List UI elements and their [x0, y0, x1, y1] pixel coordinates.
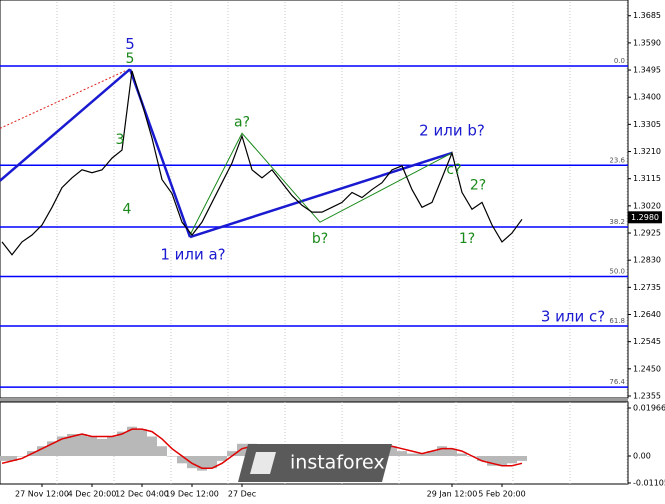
y-tick-label: 1.2545 [633, 337, 661, 346]
y-tick-label: 1.3400 [633, 93, 661, 102]
y2-tick-label: 0.01966 [633, 404, 665, 413]
histogram-bar [447, 448, 457, 456]
trend-line [0, 70, 126, 129]
histogram-bar [187, 455, 197, 469]
y-tick-label: 1.2640 [633, 310, 661, 319]
histogram-bar [147, 436, 157, 456]
last-price-box [628, 211, 662, 224]
y-tick-label: 1.3020 [633, 201, 661, 210]
grid [56, 2, 628, 484]
y-tick-label: 1.3495 [633, 66, 661, 75]
histogram-bar [57, 436, 67, 456]
histogram-bar [37, 446, 47, 456]
wave-label: 1 или a? [160, 245, 225, 263]
fib-level-label: 50.0 [609, 267, 625, 275]
histogram-bar [217, 455, 227, 461]
fib-level-label: 76.4 [609, 378, 625, 386]
wave-label: 2? [470, 178, 486, 194]
logo: instaforex [238, 444, 392, 482]
last-price-label: 1.2980 [631, 213, 659, 222]
histogram-bar [227, 451, 237, 456]
wave-label: a? [234, 114, 250, 130]
panel-separator [0, 398, 628, 402]
y-tick-label: 1.3305 [633, 120, 661, 129]
logo-icon [250, 452, 276, 474]
x-tick-label: 27 Nov 12:00 [15, 490, 69, 499]
x-tick-label: 19 Dec 12:00 [165, 490, 219, 499]
histogram-bar [517, 455, 527, 461]
x-tick-label: 12 Dec 04:00 [115, 490, 169, 499]
wave-label: 2 или b? [419, 122, 485, 140]
wave-label: 4 [123, 201, 132, 217]
trend-line [0, 68, 131, 182]
x-tick-label: 27 Dec [228, 490, 256, 499]
logo-background [238, 444, 392, 482]
histogram-bar [197, 455, 207, 471]
y-tick-label: 1.2450 [633, 364, 661, 373]
y-tick-label: 1.3685 [633, 11, 661, 20]
histogram-bar [117, 431, 127, 456]
histogram-bar [497, 455, 507, 466]
x-tick-label: 5 Feb 20:00 [478, 490, 525, 499]
histogram-bar [177, 455, 187, 464]
histogram-bar [77, 434, 87, 456]
histogram-bar [207, 455, 217, 469]
histogram-bar [397, 451, 407, 456]
wave-label: 3 [116, 132, 125, 148]
watermark: instaforex [290, 452, 385, 474]
wave-label: 5 [125, 35, 135, 53]
histogram-bar [417, 453, 427, 456]
histogram-bar [437, 446, 447, 456]
x-tick-label: 29 Jan 12:00 [427, 490, 478, 499]
y-tick-label: 1.2735 [633, 283, 661, 292]
histogram-bar [17, 455, 27, 457]
y2-tick-label: 0.00 [633, 451, 651, 460]
histogram-bar [0, 455, 7, 461]
fib-level-label: 0.0 [614, 57, 625, 65]
histogram-bar [407, 453, 417, 456]
histogram-bar [47, 441, 57, 456]
wave-label: c? [446, 162, 461, 178]
y-tick-label: 1.3115 [633, 174, 661, 183]
fib-level-label: 38.2 [609, 218, 625, 226]
histogram-bar [87, 436, 97, 456]
wave-label: b? [312, 231, 328, 247]
trend-line [189, 151, 453, 239]
wave-label: 1? [459, 231, 475, 247]
wave-label: 5 [126, 51, 135, 67]
y-tick-label: 1.2925 [633, 229, 661, 238]
histogram-bar [107, 436, 117, 456]
y2-tick-label: -0.01105 [633, 478, 665, 487]
y-tick-label: 1.2830 [633, 256, 661, 265]
histogram-bar [7, 455, 17, 461]
y-tick-label: 1.3590 [633, 38, 661, 47]
histogram-bar [507, 455, 517, 464]
histogram-bar [487, 455, 497, 466]
histogram-bar [137, 429, 147, 456]
histogram-bar [457, 453, 467, 456]
histogram-bar [127, 426, 137, 456]
plot-layer: 0.0 23.6 38.2 50.0 61.8 76.4 55 3 4 1 или a? a? b? 2… [0, 35, 628, 471]
fib-level-label: 61.8 [609, 317, 625, 325]
histogram-bar [167, 455, 177, 457]
histogram-bar [237, 443, 247, 456]
histogram-bar [387, 446, 397, 456]
wave-label: 3 или c? [541, 308, 605, 326]
histogram-bar [97, 438, 107, 456]
histogram-bar [477, 455, 487, 461]
histogram-bar [427, 451, 437, 456]
x-tick-label: 4 Dec 20:00 [68, 490, 117, 499]
histogram-bar [67, 434, 77, 456]
trend-line [189, 132, 453, 236]
y-tick-label: 1.3210 [633, 147, 661, 156]
fib-level-label: 23.6 [609, 156, 625, 164]
price-line [1, 70, 523, 256]
histogram-bar [157, 446, 167, 456]
y-tick-label: 1.2355 [633, 391, 661, 400]
main-panel [0, 0, 629, 399]
